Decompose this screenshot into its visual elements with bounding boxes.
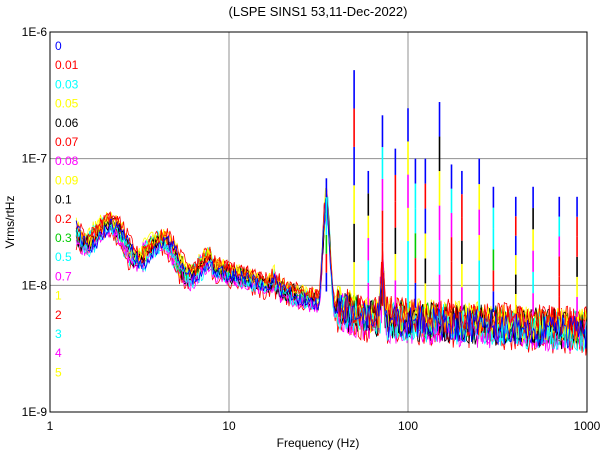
legend-item: 0.06 [55,116,79,130]
legend-item: 0.01 [55,58,79,72]
y-tick-label: 1E-7 [22,152,48,166]
x-tick-label: 100 [398,419,418,433]
legend-item: 0 [55,39,62,53]
x-axis-label: Frequency (Hz) [277,436,360,450]
grid-lines [50,32,587,412]
series-line [75,195,587,349]
chart-title: (LSPE SINS1 53,11-Dec-2022) [229,4,408,19]
legend-item: 1 [55,289,62,303]
legend-item: 5 [55,365,62,379]
y-tick-label: 1E-6 [22,25,48,39]
legend-item: 0.1 [55,193,72,207]
plot-area [75,70,587,356]
x-tick-label: 1 [47,419,54,433]
x-tick-label: 1000 [574,419,601,433]
legend-item: 3 [55,327,62,341]
y-tick-label: 1E-9 [22,405,48,419]
legend-item: 0.03 [55,77,79,91]
x-tick-labels: 1 10 100 1000 [47,419,601,433]
y-tick-label: 1E-8 [22,278,48,292]
legend: 0 0.01 0.03 0.05 0.06 0.07 0.08 0.09 0.1 0.2 0.3 0.… [55,39,79,379]
y-tick-labels: 1E-9 1E-8 1E-7 1E-6 [22,25,48,419]
legend-item: 0.2 [55,212,72,226]
legend-item: 0.08 [55,154,79,168]
x-tick-label: 10 [222,419,236,433]
y-axis-label: Vrms/rtHz [3,196,17,249]
legend-item: 0.5 [55,250,72,264]
legend-item: 0.7 [55,269,72,283]
legend-item: 2 [55,308,62,322]
legend-item: 4 [55,346,62,360]
plot-frame [49,31,588,413]
legend-item: 0.05 [55,97,79,111]
legend-item: 0.09 [55,173,79,187]
legend-item: 0.3 [55,231,72,245]
legend-item: 0.07 [55,135,79,149]
